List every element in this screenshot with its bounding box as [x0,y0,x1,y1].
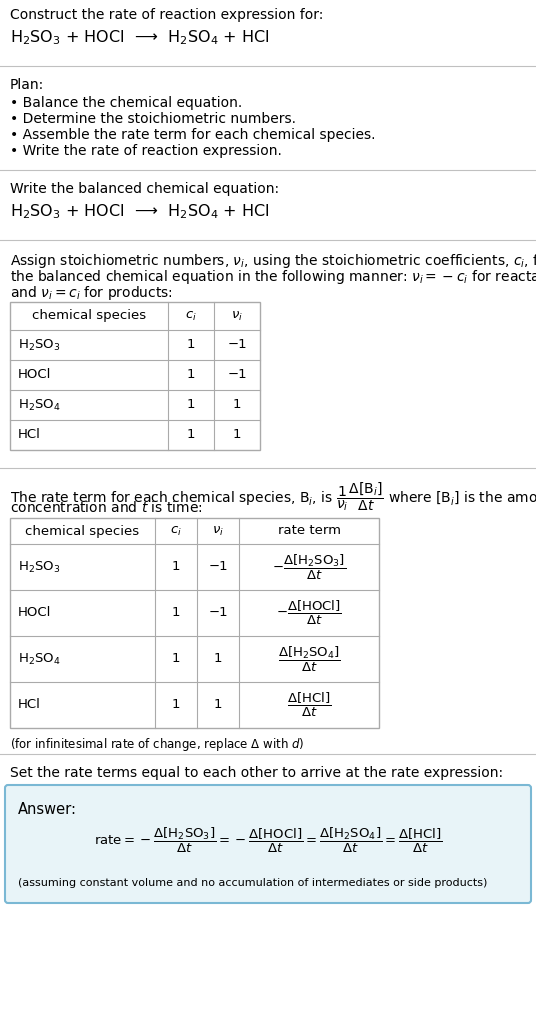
Text: 1: 1 [233,428,241,441]
Text: • Write the rate of reaction expression.: • Write the rate of reaction expression. [10,144,282,158]
Text: 1: 1 [214,652,222,666]
Text: Construct the rate of reaction expression for:: Construct the rate of reaction expressio… [10,8,323,22]
Text: 1: 1 [187,369,195,382]
Text: 1: 1 [187,339,195,351]
Text: • Balance the chemical equation.: • Balance the chemical equation. [10,96,242,110]
Text: $c_i$: $c_i$ [185,309,197,323]
Bar [10,302,260,450]
Text: H$_2$SO$_3$: H$_2$SO$_3$ [18,559,61,574]
Text: 1: 1 [233,398,241,412]
Text: $-\dfrac{\Delta[\mathrm{H_2SO_3}]}{\Delta t}$: $-\dfrac{\Delta[\mathrm{H_2SO_3}]}{\Delt… [272,552,346,582]
Text: HOCl: HOCl [18,369,51,382]
FancyBboxPatch shape [5,785,531,903]
Text: chemical species: chemical species [25,524,139,538]
Text: (for infinitesimal rate of change, replace Δ with $d$): (for infinitesimal rate of change, repla… [10,736,304,753]
Text: rate term: rate term [278,524,340,538]
Text: HOCl: HOCl [18,606,51,620]
Text: HCl: HCl [18,428,41,441]
Text: −1: −1 [208,606,228,620]
Text: $\dfrac{\Delta[\mathrm{H_2SO_4}]}{\Delta t}$: $\dfrac{\Delta[\mathrm{H_2SO_4}]}{\Delta… [278,644,340,674]
Text: $\nu_i$: $\nu_i$ [212,524,224,538]
Text: H$_2$SO$_3$: H$_2$SO$_3$ [18,338,61,352]
Text: H$_2$SO$_3$ + HOCl  ⟶  H$_2$SO$_4$ + HCl: H$_2$SO$_3$ + HOCl ⟶ H$_2$SO$_4$ + HCl [10,202,270,221]
Text: Write the balanced chemical equation:: Write the balanced chemical equation: [10,182,279,196]
Text: (assuming constant volume and no accumulation of intermediates or side products): (assuming constant volume and no accumul… [18,878,487,888]
Text: 1: 1 [187,428,195,441]
Text: • Assemble the rate term for each chemical species.: • Assemble the rate term for each chemic… [10,128,376,142]
Text: Set the rate terms equal to each other to arrive at the rate expression:: Set the rate terms equal to each other t… [10,766,503,780]
Text: Assign stoichiometric numbers, $\nu_i$, using the stoichiometric coefficients, $: Assign stoichiometric numbers, $\nu_i$, … [10,252,536,270]
Text: 1: 1 [214,698,222,712]
Text: concentration and $t$ is time:: concentration and $t$ is time: [10,500,203,515]
Text: $c_i$: $c_i$ [170,524,182,538]
Text: and $\nu_i = c_i$ for products:: and $\nu_i = c_i$ for products: [10,284,173,302]
Text: 1: 1 [172,606,180,620]
Text: −1: −1 [227,339,247,351]
Text: 1: 1 [187,398,195,412]
Text: $\mathrm{rate} = -\dfrac{\Delta[\mathrm{H_2SO_3}]}{\Delta t} = -\dfrac{\Delta[\m: $\mathrm{rate} = -\dfrac{\Delta[\mathrm{… [94,825,442,855]
Text: 1: 1 [172,560,180,573]
Text: $-\dfrac{\Delta[\mathrm{HOCl}]}{\Delta t}$: $-\dfrac{\Delta[\mathrm{HOCl}]}{\Delta t… [276,599,342,627]
Text: 1: 1 [172,698,180,712]
Text: the balanced chemical equation in the following manner: $\nu_i = -c_i$ for react: the balanced chemical equation in the fo… [10,268,536,286]
Text: H$_2$SO$_4$: H$_2$SO$_4$ [18,397,61,413]
Bar [10,518,379,728]
Text: 1: 1 [172,652,180,666]
Text: chemical species: chemical species [32,309,146,323]
Text: −1: −1 [227,369,247,382]
Text: The rate term for each chemical species, B$_i$, is $\dfrac{1}{\nu_i}\dfrac{\Delt: The rate term for each chemical species,… [10,480,536,513]
Text: Answer:: Answer: [18,802,77,817]
Text: • Determine the stoichiometric numbers.: • Determine the stoichiometric numbers. [10,112,296,126]
Text: H$_2$SO$_4$: H$_2$SO$_4$ [18,651,61,667]
Text: −1: −1 [208,560,228,573]
Text: H$_2$SO$_3$ + HOCl  ⟶  H$_2$SO$_4$ + HCl: H$_2$SO$_3$ + HOCl ⟶ H$_2$SO$_4$ + HCl [10,28,270,47]
Text: Plan:: Plan: [10,78,44,92]
Text: HCl: HCl [18,698,41,712]
Text: $\dfrac{\Delta[\mathrm{HCl}]}{\Delta t}$: $\dfrac{\Delta[\mathrm{HCl}]}{\Delta t}$ [287,691,331,719]
Text: $\nu_i$: $\nu_i$ [231,309,243,323]
